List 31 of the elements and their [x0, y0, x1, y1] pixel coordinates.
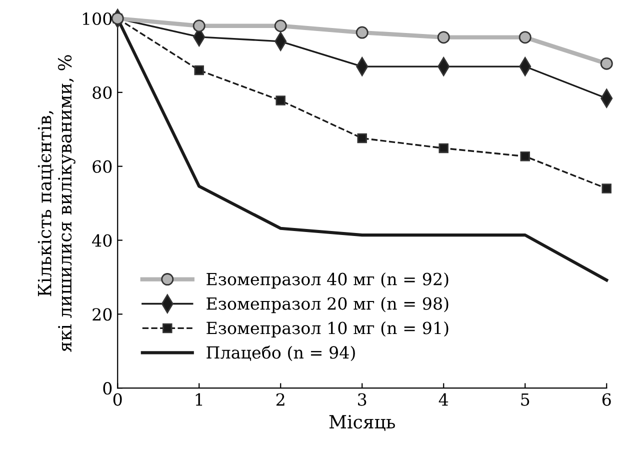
point [276, 96, 286, 106]
point [438, 143, 448, 154]
point [520, 151, 530, 162]
x-tick-label: 5 [521, 393, 530, 406]
y-tick-label: 20 [92, 308, 112, 321]
legend-label: Езомепразол 20 мг (n = 98) [206, 296, 448, 314]
x-tick-label: 4 [438, 393, 448, 406]
x-tick-label: 3 [358, 393, 366, 406]
y-tick-label: 40 [92, 234, 112, 247]
y-tick-label: 80 [92, 86, 112, 99]
x-tick-label: 0 [113, 393, 122, 406]
x-axis-title: Місяць [329, 415, 395, 431]
point [602, 184, 612, 194]
point [357, 133, 367, 144]
point [437, 31, 450, 44]
legend-label: Езомепразол 10 мг (n = 91) [206, 321, 448, 338]
y-tick-label: 0 [103, 382, 112, 395]
point [192, 20, 206, 32]
x-tick-label: 6 [602, 393, 611, 406]
y-tick-label: 60 [92, 160, 112, 173]
legend-label: Езомепразол 40 мг (n = 92) [206, 272, 448, 289]
x-tick-label: 1 [196, 393, 202, 406]
legend-label: Плацебо (n = 94) [206, 346, 355, 362]
point [274, 20, 287, 32]
point [356, 26, 368, 39]
point [194, 65, 204, 76]
x-tick-label: 2 [276, 393, 284, 406]
point [600, 57, 613, 70]
point [518, 31, 532, 44]
y-axis-title: Кількість пацієнтів, які лишилися вилікуваними, % [38, 55, 76, 352]
y-tick-label: 100 [82, 12, 112, 26]
